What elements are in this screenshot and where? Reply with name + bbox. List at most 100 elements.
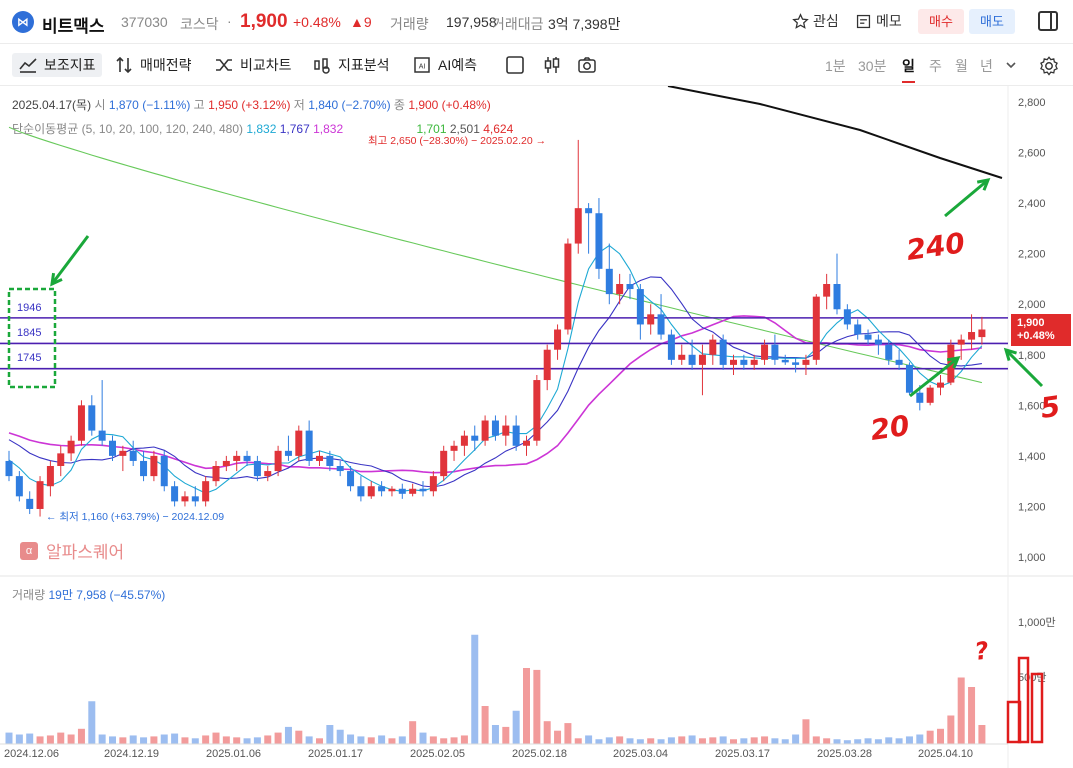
sell-button[interactable]: 매도 bbox=[969, 9, 1015, 34]
volume-bar bbox=[212, 732, 220, 744]
strategy-button[interactable]: 매매전략 bbox=[114, 53, 192, 77]
volume-bar bbox=[388, 738, 396, 744]
indicators-button[interactable]: 보조지표 bbox=[12, 53, 102, 77]
y-tick-label: 2,600 bbox=[1018, 148, 1046, 160]
candle-body bbox=[926, 387, 934, 403]
y-tick-label: 1,000 bbox=[1018, 552, 1046, 564]
volume-bar bbox=[202, 735, 210, 744]
volume-bar bbox=[171, 733, 179, 744]
volume-value: 197,958 bbox=[446, 14, 497, 30]
candle-body bbox=[440, 450, 448, 477]
volume-bar bbox=[440, 738, 448, 744]
chart-type-box-button[interactable] bbox=[505, 53, 525, 77]
candle-body bbox=[336, 466, 344, 472]
y-tick-label: 2,400 bbox=[1018, 198, 1046, 210]
candle-body bbox=[698, 354, 706, 365]
candle-body bbox=[57, 453, 65, 466]
ma10-value: 1,767 bbox=[279, 122, 310, 136]
volume-bar bbox=[36, 736, 44, 744]
candle-body bbox=[491, 420, 499, 436]
candle-body bbox=[916, 392, 924, 403]
shuffle-icon bbox=[216, 59, 232, 71]
volume-bar bbox=[88, 701, 96, 744]
volume-bar bbox=[947, 715, 955, 744]
volume-bar bbox=[730, 739, 737, 744]
candle-body bbox=[398, 488, 406, 494]
volume-bar bbox=[471, 634, 479, 744]
memo-button[interactable]: 메모 bbox=[855, 11, 902, 31]
separator-dot: · bbox=[227, 13, 232, 29]
volume-bar bbox=[709, 737, 717, 744]
candle-body bbox=[357, 486, 365, 497]
screenshot-button[interactable] bbox=[577, 53, 597, 77]
y-tick-label: 1,400 bbox=[1018, 451, 1046, 463]
candle-body bbox=[160, 455, 168, 487]
volume-bar bbox=[543, 721, 551, 744]
volume-bar bbox=[792, 734, 800, 744]
period-30min[interactable]: 30분 bbox=[858, 58, 887, 74]
volume-bar bbox=[460, 735, 468, 744]
volume-bar bbox=[616, 736, 624, 744]
period-1min[interactable]: 1분 bbox=[825, 58, 846, 74]
gear-icon[interactable] bbox=[1038, 55, 1060, 77]
buy-button[interactable]: 매수 bbox=[918, 9, 964, 34]
analysis-icon bbox=[314, 58, 330, 74]
market-name: 코스닥 bbox=[180, 16, 219, 32]
x-tick-label: 2025.01.17 bbox=[308, 748, 363, 760]
candle-body bbox=[481, 420, 489, 441]
candle-body bbox=[15, 476, 23, 497]
candle-body bbox=[688, 354, 696, 365]
stock-logo-icon: ⋈ bbox=[12, 11, 34, 33]
volume-bar bbox=[398, 736, 406, 744]
compare-button[interactable]: 비교차트 bbox=[214, 53, 292, 77]
hand-note-240: 240 bbox=[904, 226, 966, 267]
analysis-label: 지표분석 bbox=[338, 57, 390, 73]
indicator-icon bbox=[19, 58, 37, 73]
side-panel-icon[interactable] bbox=[1038, 11, 1058, 31]
price-chart[interactable]: 2,800 2,600 2,400 2,200 2,000 1,800 1,600 1,400… bbox=[0, 86, 1073, 768]
candle-body bbox=[574, 208, 582, 244]
volume-bar bbox=[771, 738, 779, 744]
volume-bar bbox=[264, 735, 272, 744]
candle-body bbox=[150, 455, 158, 477]
candle-body bbox=[647, 314, 655, 325]
volume-bar bbox=[191, 738, 199, 744]
candle-body bbox=[77, 405, 85, 441]
volume-bar bbox=[585, 735, 593, 744]
candle-body bbox=[874, 339, 882, 345]
candle-body bbox=[305, 430, 313, 461]
volume-bar bbox=[77, 728, 85, 744]
x-tick-label: 2025.03.04 bbox=[613, 748, 668, 760]
candle-type-button[interactable] bbox=[542, 53, 562, 77]
period-dropdown-chevron-icon[interactable] bbox=[1005, 60, 1017, 70]
candle-body bbox=[895, 359, 903, 365]
volume-bar bbox=[843, 740, 851, 744]
y-tick-label: 1,800 bbox=[1018, 350, 1046, 362]
period-day[interactable]: 일 bbox=[902, 58, 915, 83]
candle-body bbox=[781, 359, 789, 363]
candle-body bbox=[253, 460, 261, 477]
period-year[interactable]: 년 bbox=[980, 58, 993, 74]
ma20-line bbox=[8, 315, 983, 474]
favorite-button[interactable]: 관심 bbox=[792, 11, 839, 31]
open-label: 시 bbox=[94, 98, 106, 112]
volume-bar bbox=[150, 736, 158, 744]
volume-bar bbox=[140, 737, 148, 744]
analysis-button[interactable]: 지표분석 bbox=[312, 53, 390, 77]
price-label-value: 1,900 bbox=[1017, 317, 1045, 329]
volume-bar bbox=[67, 734, 75, 744]
volume-bar bbox=[678, 736, 686, 744]
volume-bar bbox=[160, 734, 168, 744]
volume-bar bbox=[367, 737, 375, 744]
ohlc-info: 2025.04.17(목) 시 1,870 (−1.11%) 고 1,950 (… bbox=[12, 96, 491, 113]
candle-body bbox=[605, 268, 613, 295]
volume-bar bbox=[647, 738, 655, 744]
ai-predict-button[interactable]: AI AI예측 bbox=[412, 53, 477, 77]
period-week[interactable]: 주 bbox=[929, 58, 942, 74]
volume-bar bbox=[181, 737, 189, 744]
period-month[interactable]: 월 bbox=[955, 58, 968, 74]
candle-body bbox=[802, 359, 810, 365]
volume-bar bbox=[626, 738, 634, 744]
candle-body bbox=[616, 284, 624, 295]
